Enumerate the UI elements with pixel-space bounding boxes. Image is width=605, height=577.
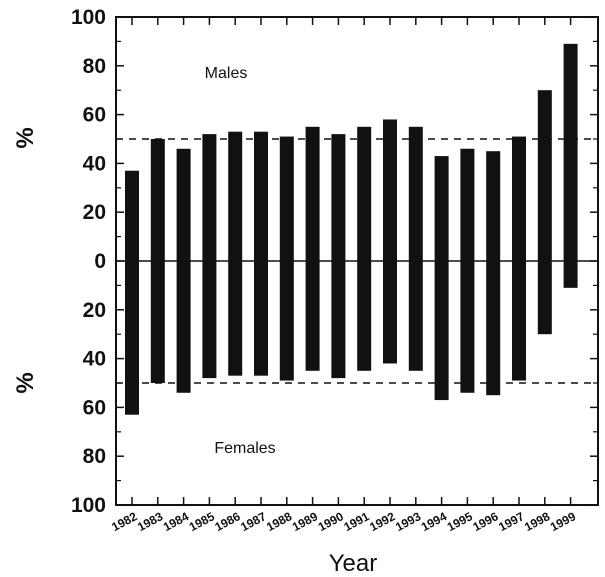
bar-1995: [460, 148, 475, 393]
y-tick-label: 20: [83, 299, 106, 322]
y-tick-label: 40: [83, 348, 106, 371]
bar-1997: [512, 136, 526, 381]
y-tick-label: 100: [71, 494, 106, 517]
bar-1998: [537, 90, 552, 335]
bar-1983: [150, 139, 165, 383]
bar-1987: [254, 131, 268, 376]
bar-1988: [279, 136, 294, 381]
bars-group: [125, 43, 578, 415]
y-tick-label: 40: [83, 152, 106, 175]
y-tick-label: 80: [83, 445, 106, 468]
bar-1986: [228, 131, 243, 376]
y-tick-label: 100: [71, 6, 106, 29]
bar-1990: [331, 134, 346, 379]
y-tick-label: 60: [83, 396, 106, 419]
bar-1993: [408, 126, 423, 371]
labels-group: 1008060402002040608010019821983198419851…: [71, 6, 578, 534]
y-axis-label-bottom: %: [12, 372, 39, 393]
y-tick-label: 0: [94, 250, 106, 273]
y-axis-label-top: %: [12, 127, 39, 148]
bar-1992: [383, 119, 397, 364]
bar-1996: [486, 151, 501, 396]
bar-1999: [563, 43, 578, 288]
bar-1985: [202, 134, 217, 379]
bar-1991: [357, 126, 372, 371]
y-tick-label: 80: [83, 55, 106, 78]
x-tick-label-1999: 1999: [548, 509, 578, 534]
males-label: Males: [205, 65, 248, 82]
bar-1984: [176, 148, 191, 393]
y-tick-label: 20: [83, 201, 106, 224]
bar-1989: [305, 126, 320, 371]
y-tick-label: 60: [83, 104, 106, 127]
bar-1982: [125, 170, 139, 415]
bar-1994: [434, 156, 449, 401]
females-label: Females: [214, 440, 275, 457]
ticks-group: [116, 16, 598, 506]
x-axis-title: Year: [329, 550, 378, 577]
